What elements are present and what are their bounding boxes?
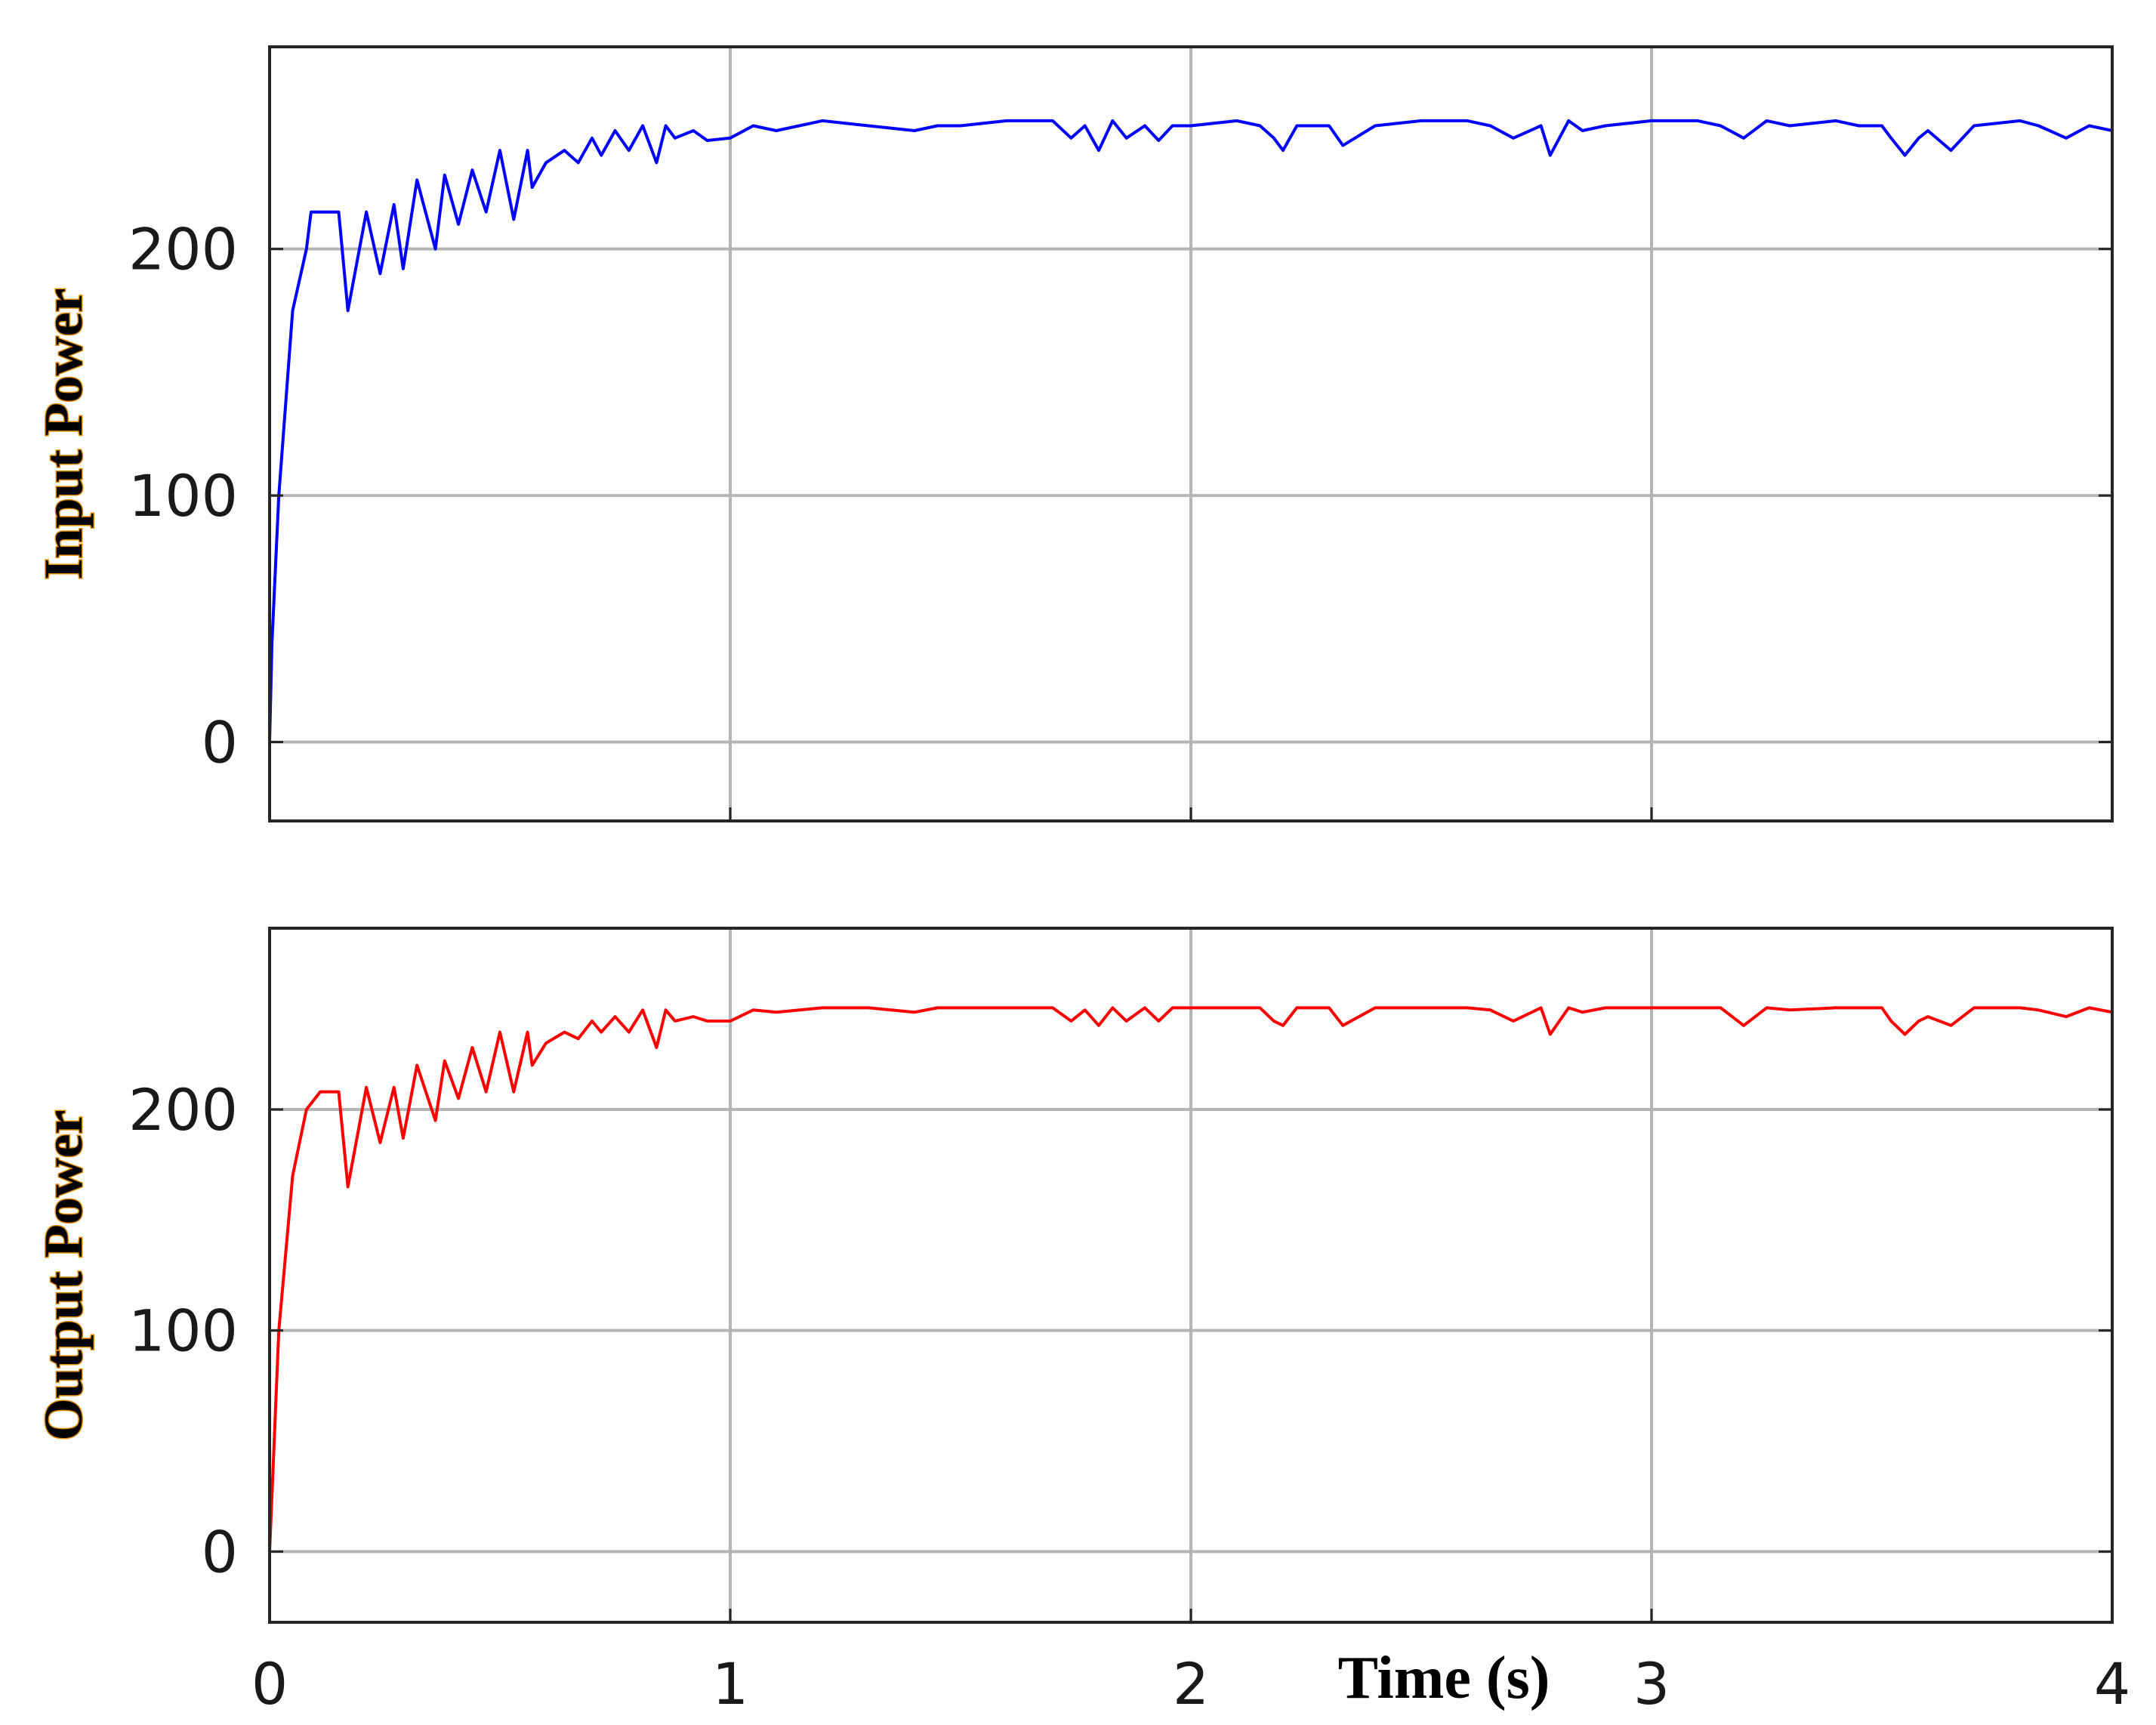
x-axis-ticks: 0 1 2 3 4 [251, 1609, 2130, 1717]
output-power-line [268, 1006, 2113, 1552]
output-power-panel: 0 100 200 0 1 2 3 4 Output Power Time (s) [32, 927, 2130, 1717]
x-tick-label: 2 [1173, 1650, 1209, 1717]
y-axis-ticks: 0 100 200 [128, 1076, 2112, 1585]
y-tick-label: 0 [202, 709, 238, 776]
y-axis-label: Output Power [33, 1110, 94, 1441]
y-tick-label: 100 [128, 462, 238, 529]
y-tick-label: 200 [128, 216, 238, 283]
y-tick-label: 0 [202, 1518, 238, 1585]
y-tick-label: 200 [128, 1076, 238, 1143]
input-power-panel: 0 100 200 Input Power [32, 45, 2114, 822]
y-tick-label: 100 [128, 1298, 238, 1365]
x-axis-label: Time (s) [1338, 1645, 1550, 1711]
x-tick-label: 1 [712, 1650, 748, 1717]
x-axis-ticks [268, 807, 2114, 821]
y-axis-label: Input Power [33, 288, 94, 579]
x-tick-label: 3 [1633, 1650, 1670, 1717]
grid [268, 928, 2114, 1622]
x-tick-label: 0 [251, 1650, 288, 1717]
y-axis-ticks: 0 100 200 [128, 216, 2112, 776]
input-power-line [268, 119, 2113, 742]
x-tick-label: 4 [2094, 1650, 2130, 1717]
